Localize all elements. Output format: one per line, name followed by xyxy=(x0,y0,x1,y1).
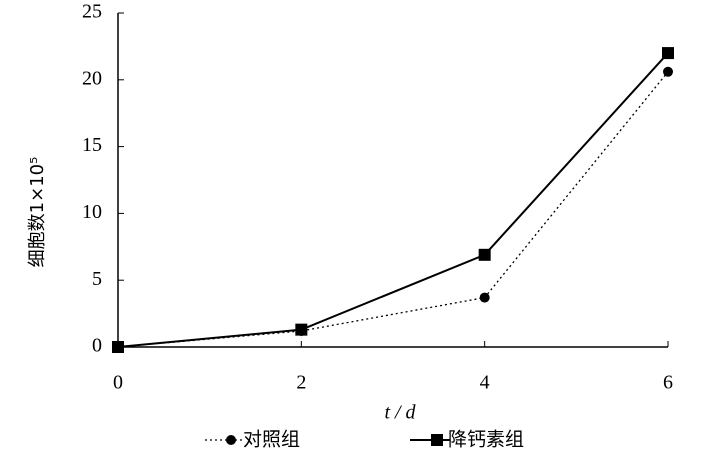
marker xyxy=(662,47,674,60)
x-tick-label: 2 xyxy=(296,372,306,394)
legend-label: 对照组 xyxy=(243,429,300,451)
y-tick-label: 0 xyxy=(92,335,102,357)
marker xyxy=(478,248,491,261)
marker xyxy=(112,341,124,353)
x-axis-label: t / d xyxy=(384,402,416,424)
series-line xyxy=(117,71,669,348)
y-tick-label: 10 xyxy=(82,201,102,223)
legend-marker xyxy=(431,434,443,446)
x-tick-label: 4 xyxy=(480,372,490,394)
y-tick-label: 5 xyxy=(92,268,102,290)
series-line xyxy=(117,52,669,348)
legend-label: 降钙素组 xyxy=(448,429,524,451)
marker xyxy=(295,323,308,336)
y-tick-label: 20 xyxy=(82,67,102,89)
y-tick-label: 15 xyxy=(82,134,102,156)
y-axis-label: 细胞数1×10⁵ xyxy=(27,157,48,268)
y-tick-label: 25 xyxy=(82,1,102,23)
marker xyxy=(479,292,490,303)
x-tick-label: 0 xyxy=(113,372,123,394)
x-tick-label: 6 xyxy=(663,372,673,394)
marker xyxy=(663,66,673,77)
legend-marker xyxy=(226,435,236,445)
